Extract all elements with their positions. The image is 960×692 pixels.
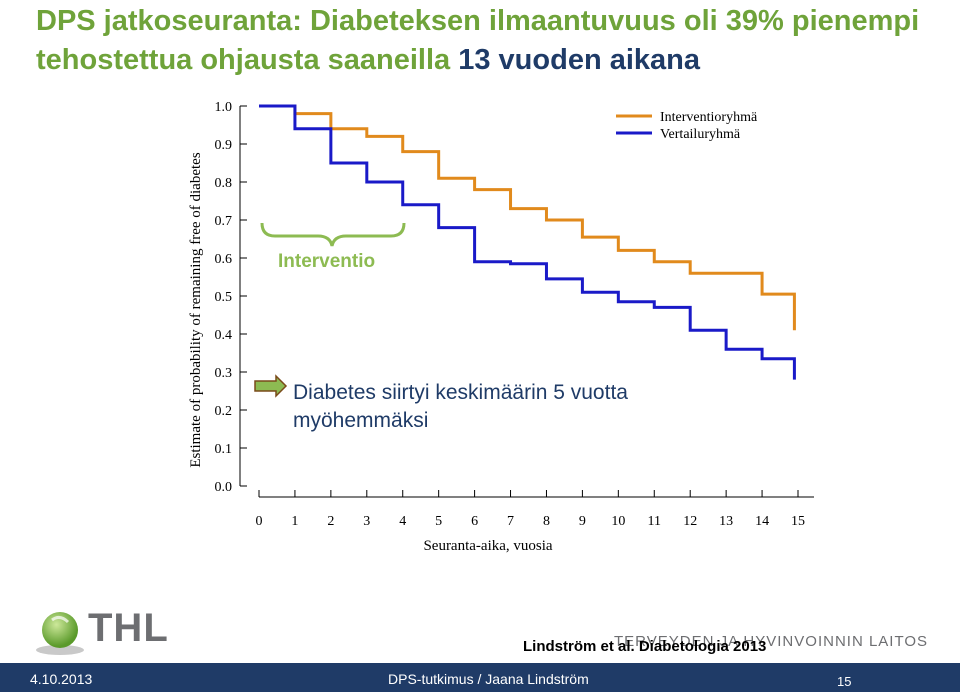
slide-title: DPS jatkoseuranta: Diabeteksen ilmaantuv… — [36, 2, 946, 80]
thl-logo-icon — [36, 612, 84, 655]
x-tick-label: 13 — [719, 514, 733, 529]
citation: Lindström et al. Diabetologia 2013 — [523, 638, 767, 655]
x-tick-label: 10 — [611, 514, 625, 529]
thl-tagline: TERVEYDEN JA HYVINVOINNIN LAITOS — [614, 633, 929, 650]
intervention-label: Interventio — [278, 251, 375, 272]
x-tick-label: 14 — [755, 514, 769, 529]
y-tick-label: 0.8 — [215, 176, 233, 191]
x-tick-label: 9 — [579, 514, 586, 529]
y-tick-label: 0.1 — [215, 442, 233, 457]
intervention-brace — [260, 222, 406, 247]
y-axis-label: Estimate of probability of remaining fre… — [188, 152, 204, 467]
y-tick-label: 0.9 — [215, 138, 233, 153]
y-tick-label: 0.5 — [215, 290, 233, 305]
delay-text-line2: myöhemmäksi — [293, 409, 428, 432]
title-part2: 13 vuoden aikana — [458, 44, 701, 76]
x-tick-label: 6 — [471, 514, 478, 529]
series-line-intervention — [259, 104, 796, 331]
y-tick-label: 0.2 — [215, 404, 233, 419]
x-tick-label: 15 — [791, 514, 805, 529]
footer-center: DPS-tutkimus / Jaana Lindström — [388, 671, 589, 687]
x-tick-label: 0 — [256, 514, 263, 529]
y-tick-label: 1.0 — [215, 100, 233, 115]
x-tick-label: 7 — [507, 514, 514, 529]
x-tick-label: 4 — [399, 514, 406, 529]
x-axis-label: Seuranta-aika, vuosia — [423, 538, 552, 554]
y-tick-label: 0.4 — [215, 328, 233, 343]
arrow-icon — [254, 374, 288, 398]
y-tick-label: 0.7 — [215, 214, 233, 229]
title-part1: DPS jatkoseuranta: Diabeteksen ilmaantuv… — [36, 5, 920, 76]
legend-label: Interventioryhmä — [660, 110, 758, 125]
delay-text-line1: Diabetes siirtyi keskimäärin 5 vuotta — [293, 381, 628, 404]
y-tick-label: 0.0 — [215, 480, 233, 495]
legend-label: Vertailuryhmä — [660, 127, 741, 142]
x-tick-label: 8 — [543, 514, 550, 529]
x-tick-label: 12 — [683, 514, 697, 529]
page-number: 15 — [837, 674, 852, 689]
y-tick-label: 0.3 — [215, 366, 233, 381]
x-tick-label: 3 — [363, 514, 370, 529]
x-tick-label: 5 — [435, 514, 442, 529]
series-line-control — [259, 104, 796, 380]
footer-date: 4.10.2013 — [30, 671, 93, 687]
x-tick-label: 11 — [648, 514, 661, 529]
x-tick-label: 2 — [327, 514, 334, 529]
footer-bar — [0, 663, 960, 692]
thl-wordmark: THL — [88, 606, 169, 650]
y-tick-label: 0.6 — [215, 252, 233, 267]
x-tick-label: 1 — [291, 514, 298, 529]
